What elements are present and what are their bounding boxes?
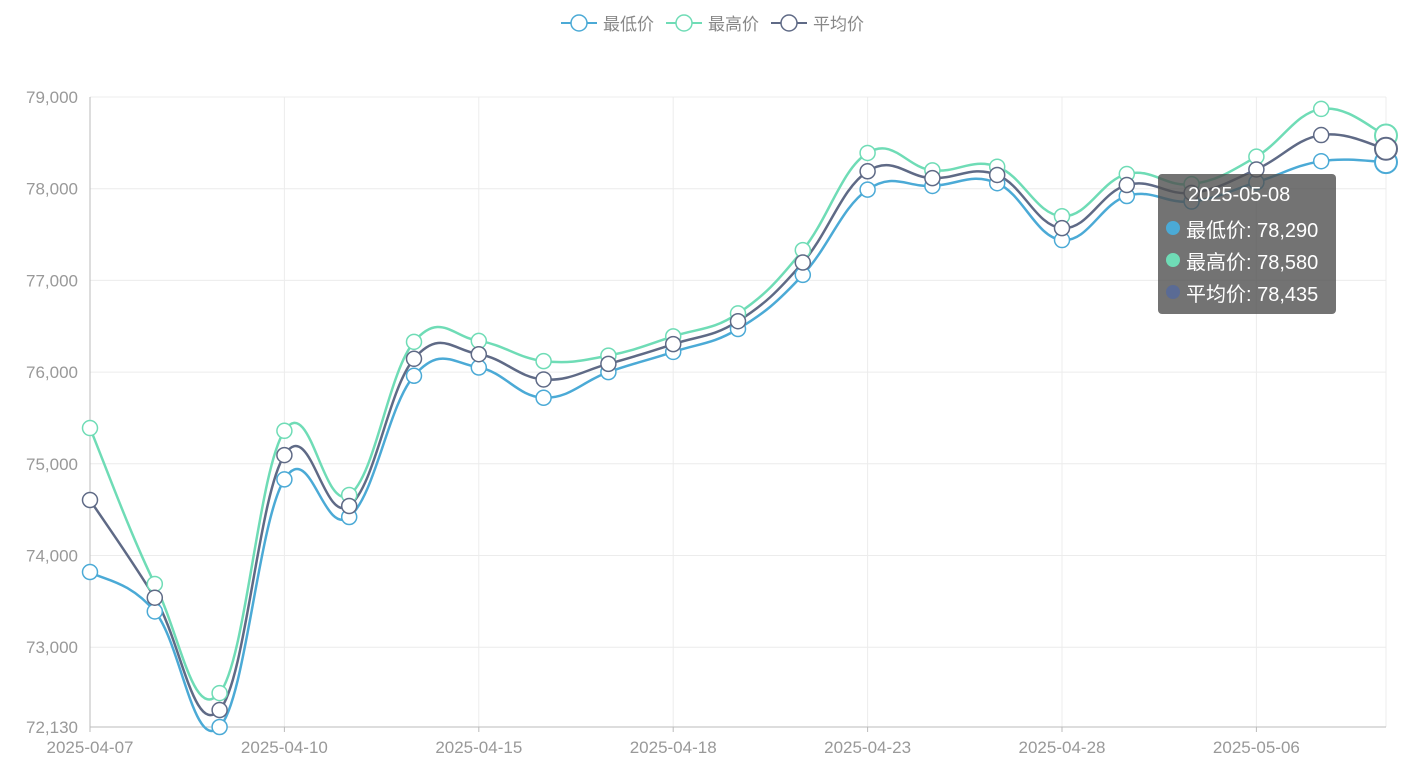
tooltip-row-min: 最低价: 78,290 — [1166, 212, 1328, 244]
legend-item-min[interactable]: 最低价 — [561, 10, 654, 35]
tooltip-avg-value: 平均价: 78,435 — [1186, 283, 1319, 306]
legend-item-avg[interactable]: 平均价 — [771, 10, 864, 35]
data-point[interactable] — [470, 345, 488, 363]
legend-max-icon — [666, 13, 702, 32]
y-tick-label: 79,000 — [26, 88, 78, 107]
data-point[interactable] — [859, 144, 876, 162]
y-tick-label: 77,000 — [26, 271, 78, 290]
x-tick-label: 2025-04-18 — [630, 738, 717, 757]
y-tick-label: 72,130 — [26, 718, 78, 737]
data-point[interactable] — [146, 603, 164, 620]
tooltip-date: 2025-05-08 — [1188, 184, 1291, 206]
y-tick-label: 76,000 — [26, 363, 78, 382]
tooltip-avg-dot-icon — [1166, 285, 1180, 299]
y-tick-label: 75,000 — [26, 455, 78, 474]
data-point[interactable] — [405, 333, 423, 351]
tooltip-min-dot-icon — [1166, 221, 1180, 235]
data-point[interactable] — [81, 419, 99, 437]
data-point[interactable] — [794, 254, 812, 271]
x-tick-label: 2025-04-07 — [47, 738, 134, 757]
tooltip-row-avg: 平均价: 78,435 — [1166, 276, 1328, 308]
data-point[interactable] — [535, 389, 552, 407]
data-point[interactable] — [1374, 136, 1398, 161]
data-point[interactable] — [859, 163, 876, 180]
data-point[interactable] — [276, 422, 293, 440]
tooltip-row-max: 最高价: 78,580 — [1166, 244, 1328, 276]
data-point[interactable] — [924, 169, 941, 187]
data-point[interactable] — [1118, 176, 1136, 194]
x-tick-label: 2025-04-23 — [824, 738, 911, 757]
legend-avg-icon — [771, 13, 807, 32]
data-point[interactable] — [405, 367, 423, 385]
data-point[interactable] — [859, 181, 876, 198]
x-tick-label: 2025-04-10 — [241, 738, 328, 757]
legend-min-icon — [561, 13, 597, 32]
data-point[interactable] — [535, 371, 552, 388]
y-tick-label: 73,000 — [26, 638, 78, 657]
data-point[interactable] — [405, 350, 423, 368]
legend-avg-label: 平均价 — [813, 15, 864, 34]
y-tick-label: 74,000 — [26, 547, 78, 566]
legend-max-label: 最高价 — [708, 15, 759, 34]
legend: 最低价 最高价 平均价 — [0, 10, 1425, 35]
data-point[interactable] — [81, 491, 99, 509]
axes: 72,130 73,000 74,000 75,000 76,000 77,000 78,0… — [26, 88, 1386, 757]
tooltip-max-dot-icon — [1166, 253, 1180, 267]
tooltip-max-value: 最高价: 78,580 — [1186, 251, 1319, 274]
tooltip-min-value: 最低价: 78,290 — [1186, 219, 1319, 242]
data-point[interactable] — [1312, 152, 1330, 170]
data-point[interactable] — [1312, 100, 1330, 118]
data-point[interactable] — [664, 335, 682, 353]
x-tick-label: 2025-04-15 — [435, 738, 522, 757]
data-point[interactable] — [146, 575, 164, 593]
data-point[interactable] — [988, 166, 1006, 184]
data-point[interactable] — [340, 497, 358, 515]
data-point[interactable] — [276, 471, 293, 488]
data-point[interactable] — [146, 589, 164, 606]
data-point[interactable] — [535, 352, 552, 370]
data-point[interactable] — [1053, 219, 1071, 237]
data-point[interactable] — [1312, 126, 1330, 144]
x-tick-label: 2025-04-28 — [1019, 738, 1106, 757]
data-point[interactable] — [211, 718, 228, 736]
tooltip: 2025-05-08 最低价: 78,290 最高价: 78,580 平均价: … — [1158, 174, 1336, 314]
x-tick-label: 2025-05-06 — [1213, 738, 1300, 757]
y-tick-label: 78,000 — [26, 180, 78, 199]
legend-min-label: 最低价 — [603, 15, 654, 34]
data-point[interactable] — [211, 701, 228, 719]
data-point[interactable] — [211, 684, 228, 702]
data-point[interactable] — [276, 446, 293, 464]
legend-item-max[interactable]: 最高价 — [666, 10, 759, 35]
data-point[interactable] — [729, 312, 747, 330]
data-point[interactable] — [600, 355, 617, 373]
data-point[interactable] — [81, 563, 99, 581]
